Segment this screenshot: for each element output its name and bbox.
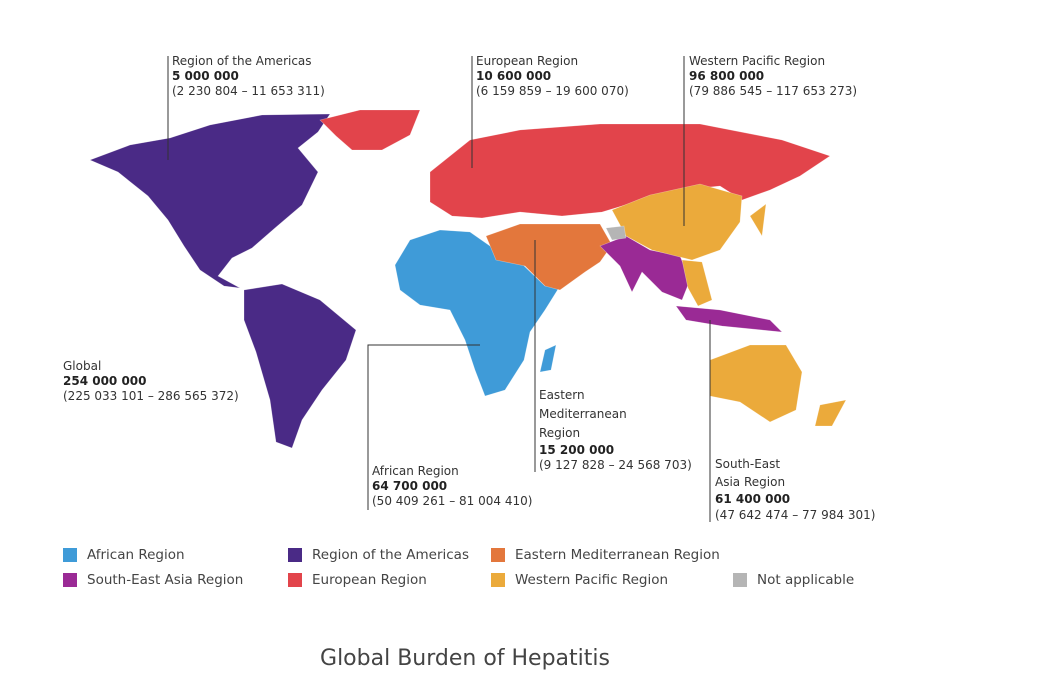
legend-label: Region of the Americas [312, 547, 469, 563]
legend-label: South-East Asia Region [87, 572, 244, 588]
region-range: (225 033 101 – 286 565 372) [63, 389, 239, 403]
legend-label: Western Pacific Region [515, 572, 669, 588]
annotation: South-East Asia Region 61 400 000 (47 64… [715, 455, 875, 523]
region-range: (47 642 474 – 77 984 301) [715, 508, 876, 522]
region-shape [485, 223, 613, 291]
leader-line [367, 344, 480, 510]
legend-item: European Region [288, 572, 427, 588]
legend-swatch [491, 573, 505, 587]
region-name: Global [63, 359, 102, 373]
legend-label: Not applicable [757, 572, 855, 588]
region-shape [749, 203, 767, 237]
legend-swatch [288, 573, 302, 587]
region-shape [709, 344, 803, 423]
legend-swatch [733, 573, 747, 587]
region-shape [681, 259, 713, 307]
annotation: European Region 10 600 000 (6 159 859 – … [476, 54, 629, 99]
region-shape [89, 113, 331, 289]
region-name: African Region [372, 464, 459, 478]
annotation: Western Pacific Region 96 800 000 (79 88… [689, 54, 857, 99]
legend-item: African Region [63, 547, 185, 563]
region-range: (2 230 804 – 11 653 311) [172, 84, 325, 98]
region-value: 10 600 000 [476, 69, 552, 83]
region-range: (6 159 859 – 19 600 070) [476, 84, 629, 98]
legend-item: Region of the Americas [288, 547, 469, 563]
caption: Global Burden of Hepatitis [320, 646, 610, 671]
region-value: 5 000 000 [172, 69, 239, 83]
region-name: European Region [476, 54, 579, 68]
legend-swatch [63, 548, 77, 562]
region-shape [814, 399, 847, 427]
region-name: Region of the Americas [172, 54, 312, 68]
legend-swatch [491, 548, 505, 562]
region-range: (50 409 261 – 81 004 410) [372, 494, 533, 508]
region-shape [605, 225, 627, 241]
region-shape [611, 183, 743, 261]
legend-label: Eastern Mediterranean Region [515, 547, 720, 563]
region-shape [319, 109, 421, 151]
region-name: South-East Asia Region [715, 457, 786, 489]
region-name: Western Pacific Region [689, 54, 826, 68]
legend-item: Eastern Mediterranean Region [491, 547, 720, 563]
region-shape [539, 344, 557, 373]
region-range: (9 127 828 – 24 568 703) [539, 458, 692, 472]
annotation: Region of the Americas 5 000 000 (2 230 … [172, 54, 325, 99]
region-value: 96 800 000 [689, 69, 765, 83]
annotation: Global 254 000 000 (225 033 101 – 286 56… [63, 359, 239, 404]
region-value: 254 000 000 [63, 374, 147, 388]
region-value: 64 700 000 [372, 479, 448, 493]
legend-swatch [288, 548, 302, 562]
region-shape [243, 283, 357, 449]
legend-item: Not applicable [733, 572, 854, 588]
annotation: Eastern Mediterranean Region 15 200 000 … [539, 386, 692, 473]
region-value: 15 200 000 [539, 443, 615, 457]
region-range: (79 886 545 – 117 653 273) [689, 84, 858, 98]
legend-label: African Region [87, 547, 185, 563]
region-shape [675, 305, 783, 333]
region-name: Eastern Mediterranean Region [539, 388, 627, 440]
annotation: African Region 64 700 000 (50 409 261 – … [372, 464, 532, 509]
region-shape [599, 235, 691, 301]
legend-label: European Region [312, 572, 427, 588]
legend-item: Western Pacific Region [491, 572, 668, 588]
region-shape [394, 229, 561, 397]
region-value: 61 400 000 [715, 492, 791, 506]
legend-swatch [63, 573, 77, 587]
legend-item: South-East Asia Region [63, 572, 243, 588]
